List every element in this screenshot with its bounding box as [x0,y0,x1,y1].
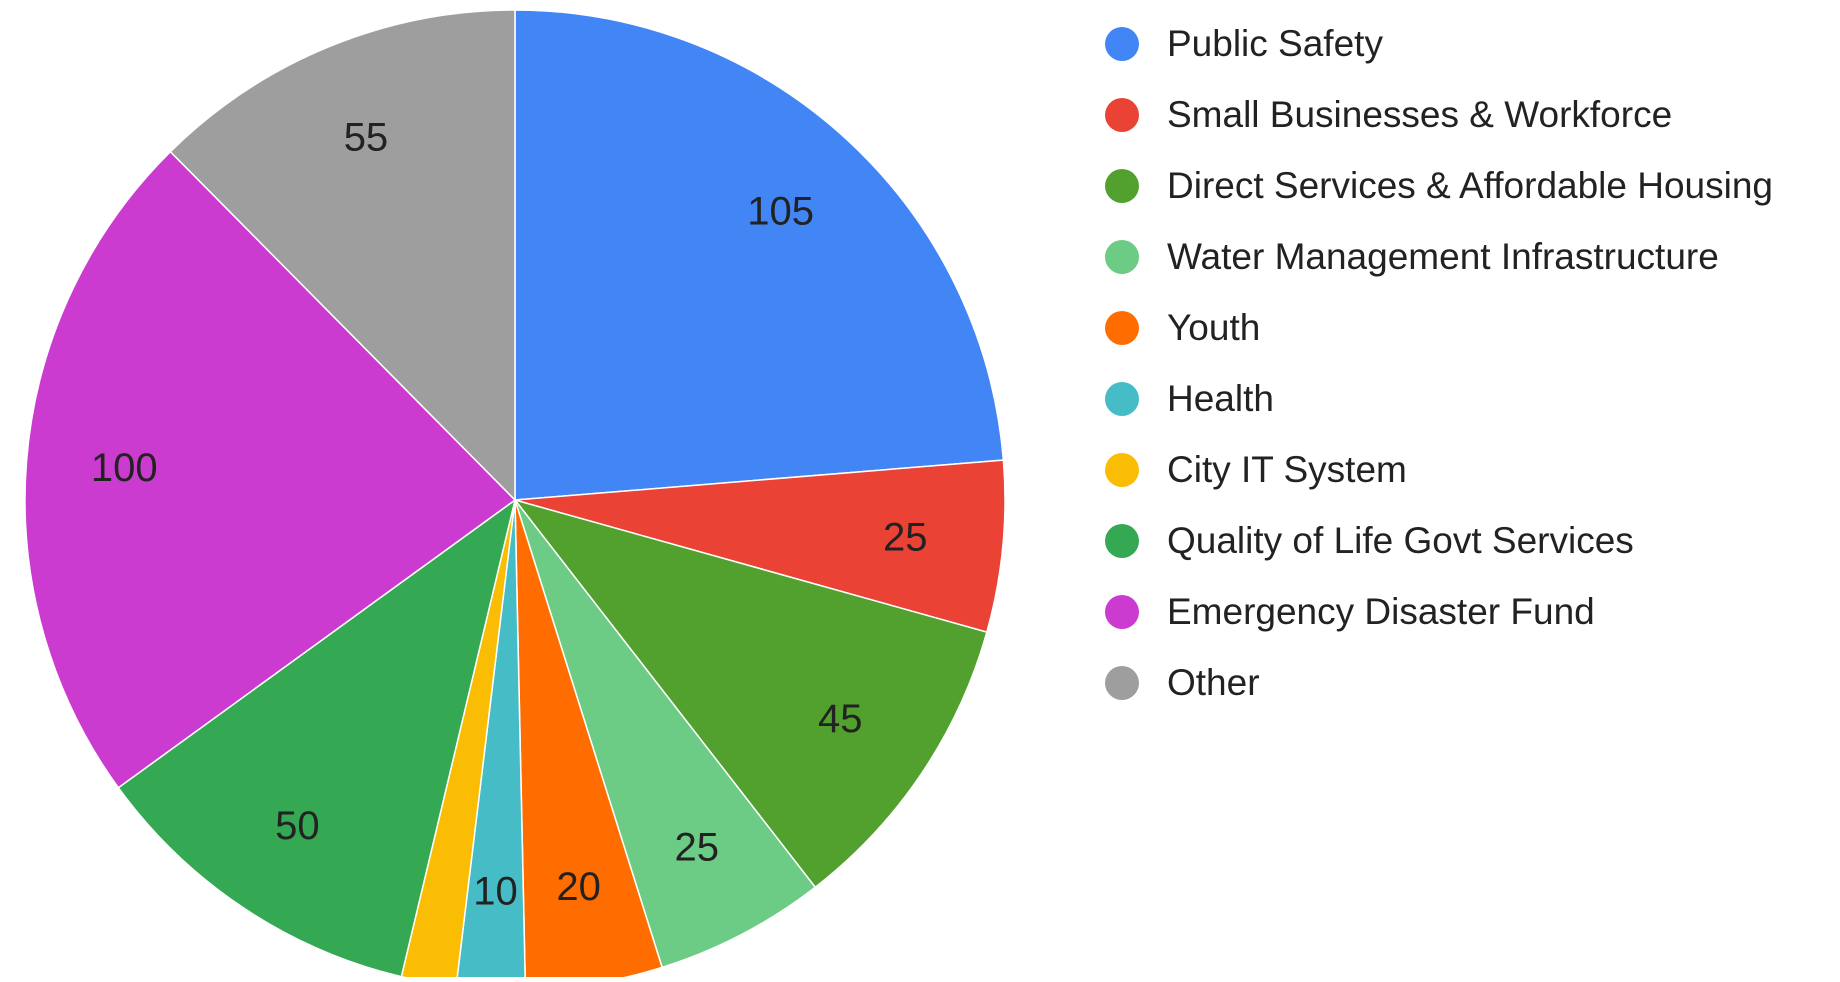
pie-slice-quality-of-life-govt-services [117,498,517,978]
legend-swatch-icon [1105,594,1139,629]
pie-slice-small-businesses-and-workforce [514,459,1006,634]
pie-slice-public-safety [514,9,1005,501]
chart-legend: Public Safety Small Businesses & Workforc… [1105,8,1773,718]
legend-item-small-businesses-and-workforce: Small Businesses & Workforce [1105,79,1773,150]
slice-label-other: 55 [344,115,389,159]
slice-label-public-safety: 105 [747,190,814,234]
slice-label-water-management-infrastructure: 25 [675,825,720,869]
legend-item-public-safety: Public Safety [1105,8,1773,79]
legend-swatch-icon [1105,97,1139,132]
legend-swatch-icon [1105,239,1139,274]
pie-slice-health [455,499,527,982]
legend-item-health: Health [1105,363,1773,434]
legend-label: Small Businesses & Workforce [1167,93,1673,135]
slice-label-small-businesses-and-workforce: 25 [883,515,928,559]
legend-label: City IT System [1167,448,1407,490]
pie-slice-youth [514,499,664,982]
legend-label: Direct Services & Affordable Housing [1167,164,1774,206]
legend-swatch-icon [1105,381,1139,416]
legend-item-youth: Youth [1105,292,1773,363]
legend-swatch-icon [1105,523,1139,558]
legend-label: Public Safety [1167,22,1383,64]
pie-slice-other [169,9,516,502]
legend-item-city-it-system: City IT System [1105,434,1773,505]
legend-label: Emergency Disaster Fund [1167,590,1595,632]
legend-label: Youth [1167,306,1261,348]
legend-swatch-icon [1105,452,1139,487]
slice-label-direct-services-and-affordable-housing: 45 [818,697,863,741]
pie-slice-water-management-infrastructure [514,499,817,969]
pie-slice-emergency-disaster-fund [24,150,517,789]
slice-label-youth: 20 [556,865,601,909]
legend-item-other: Other [1105,647,1773,718]
legend-item-water-management-infrastructure: Water Management Infrastructure [1105,221,1773,292]
legend-item-direct-services-and-affordable-housing: Direct Services & Affordable Housing [1105,150,1773,221]
legend-item-emergency-disaster-fund: Emergency Disaster Fund [1105,576,1773,647]
legend-label: Other [1167,661,1260,703]
legend-swatch-icon [1105,26,1139,61]
legend-swatch-icon [1105,310,1139,345]
slice-label-quality-of-life-govt-services: 50 [275,804,320,848]
pie-slice-direct-services-and-affordable-housing [513,498,988,889]
slice-label-health: 10 [473,870,518,914]
legend-label: Quality of Life Govt Services [1167,519,1634,561]
legend-swatch-icon [1105,168,1139,203]
legend-item-quality-of-life-govt-services: Quality of Life Govt Services [1105,505,1773,576]
legend-label: Health [1167,377,1274,419]
legend-label: Water Management Infrastructure [1167,235,1719,277]
slice-label-emergency-disaster-fund: 100 [91,446,158,490]
legend-swatch-icon [1105,665,1139,700]
